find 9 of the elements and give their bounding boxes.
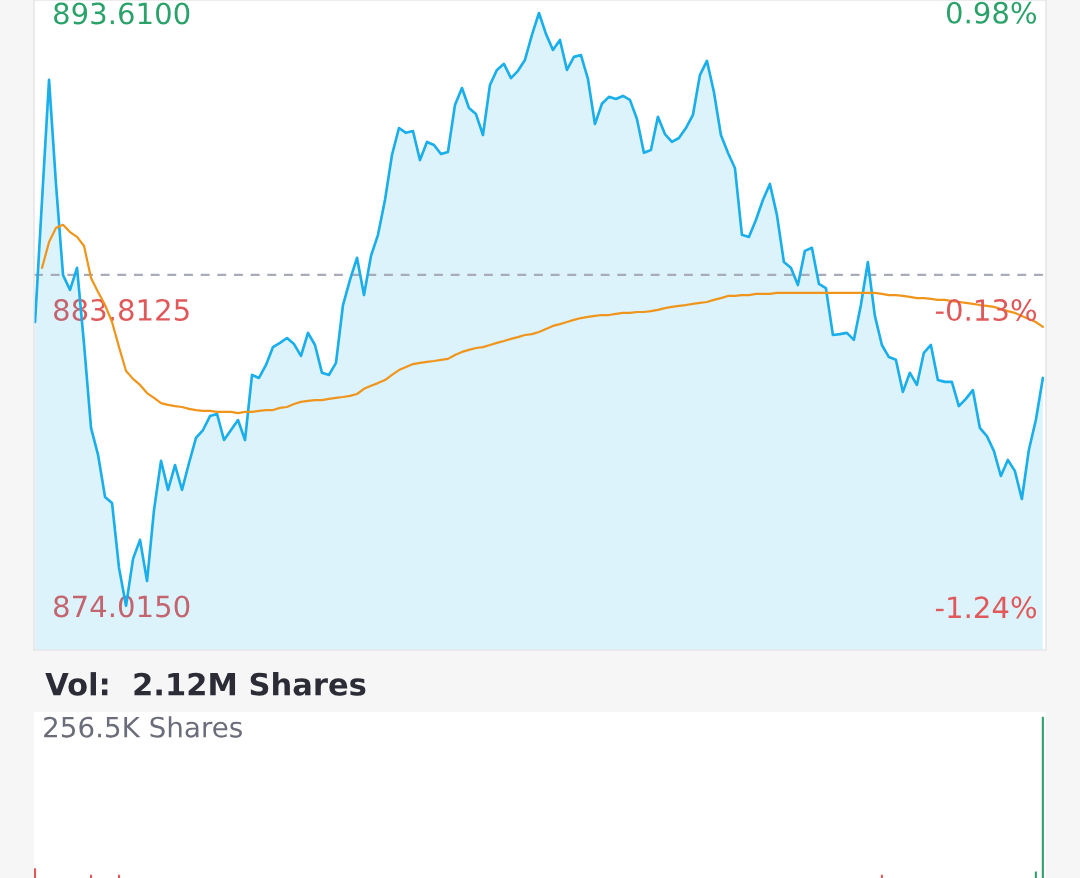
y2-tick-label: 0.98%	[946, 1, 1037, 24]
annotation: 256.5K Shares	[44, 716, 242, 738]
line-series	[40, 223, 1044, 415]
y2-tick-label: -1.24%	[935, 596, 1037, 619]
y-tick-label: 893.6100	[54, 2, 190, 25]
chart-title: Vol: 2.12M Shares	[45, 672, 366, 696]
bar	[1041, 716, 1044, 878]
y-tick-label: 874.0150	[54, 595, 190, 618]
bar	[34, 868, 37, 878]
